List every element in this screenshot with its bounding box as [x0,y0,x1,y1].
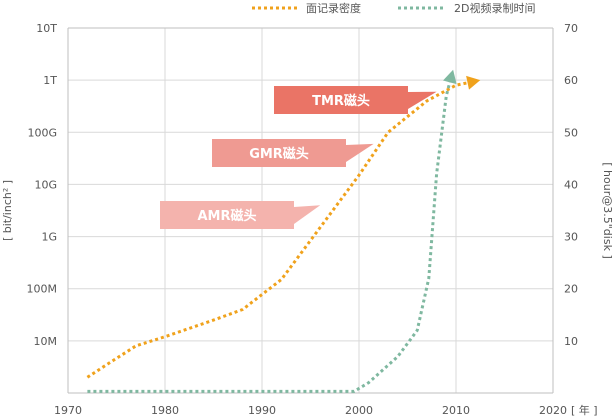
callout-pointer [294,205,321,224]
y-left-tick-label: 10M [34,335,58,348]
callout-label: TMR磁头 [312,93,370,109]
series-layer [86,69,481,393]
x-tick-label: 2020 [539,404,567,417]
legend-label-0: 面记录密度 [306,1,361,15]
callout-2: AMR磁头 [160,201,321,229]
y-left-tick-label: 100M [27,283,58,296]
callout-pointer [408,91,437,109]
series-line-1 [87,78,453,393]
y-right-tick-label: 10 [564,335,578,348]
y-right-tick-label: 30 [564,231,578,244]
y-right-tick-label: 50 [564,126,578,139]
y-right-tick-label: 70 [564,22,578,35]
y-right-tick-label: 20 [564,283,578,296]
y-right-tick-label: 60 [564,74,578,87]
callout-box [274,86,408,114]
y-axis-left-title: [ bit/inch² ] [1,180,14,241]
callout-1: GMR磁头 [212,139,374,167]
x-tick-label: 1980 [151,404,179,417]
callout-label: AMR磁头 [197,208,256,224]
x-axis-unit-label: [ 年 ] [571,403,598,417]
legend-label-1: 2D视频录制时间 [454,1,535,15]
x-tick-label: 1970 [54,404,82,417]
series-line-0 [86,80,472,379]
y-left-tick-label: 1T [43,74,57,87]
y-left-tick-label: 100G [27,126,57,139]
x-tick-label: 1990 [248,404,276,417]
y-left-tick-label: 1G [41,231,57,244]
series-arrowhead-0 [466,75,481,90]
y-left-tick-label: 10T [36,22,57,35]
y-left-tick-label: 10G [34,178,57,191]
callouts: TMR磁头 GMR磁头 AMR磁头 [160,86,437,229]
y-right-tick-label: 40 [564,178,578,191]
callout-label: GMR磁头 [249,146,309,162]
callout-box [160,201,294,229]
series-arrowhead-1 [443,69,457,85]
x-tick-label: 2010 [442,404,470,417]
legend: 面记录密度 2D视频录制时间 [252,1,535,15]
y-axis-right-title: [ hour@3.5"disk ] [601,162,614,258]
x-tick-label: 2000 [345,404,373,417]
axes: 1970 1980 1990 2000 2010 202010M100M1G10G100G… [27,22,579,417]
callout-box [212,139,346,167]
callout-pointer [346,143,374,162]
callout-0: TMR磁头 [274,86,437,114]
